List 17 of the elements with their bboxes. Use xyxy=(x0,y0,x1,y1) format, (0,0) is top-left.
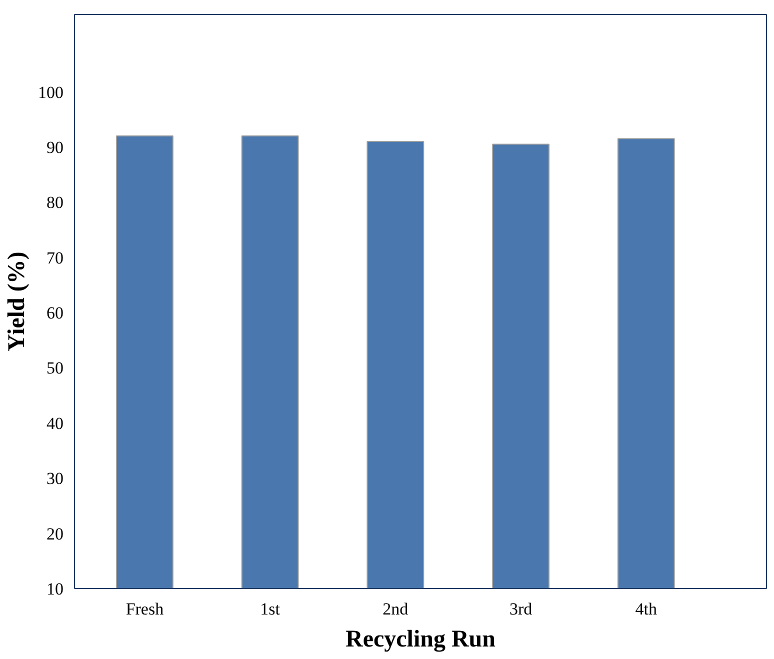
x-tick-label: 1st xyxy=(260,600,280,618)
y-tick-label: 50 xyxy=(46,358,64,378)
x-axis-title: Recycling Run xyxy=(346,626,496,652)
x-tick-label: 4th xyxy=(635,600,658,618)
y-tick-label: 20 xyxy=(46,524,64,544)
y-tick-label: 90 xyxy=(46,138,64,157)
y-tick-label: 70 xyxy=(46,248,64,268)
x-tick-label: 3rd xyxy=(509,600,533,618)
y-tick-label: 40 xyxy=(46,414,64,433)
y-tick-label: 30 xyxy=(46,469,64,488)
y-tick-label: 80 xyxy=(46,193,64,212)
y-tick-label: 100 xyxy=(38,82,64,102)
y-tick-label: 10 xyxy=(46,580,64,598)
x-tick-label: 2nd xyxy=(382,600,409,618)
x-tick-label: Fresh xyxy=(126,600,164,618)
y-axis-title: Yield (%) xyxy=(4,252,30,352)
y-tick-label: 60 xyxy=(46,304,64,323)
